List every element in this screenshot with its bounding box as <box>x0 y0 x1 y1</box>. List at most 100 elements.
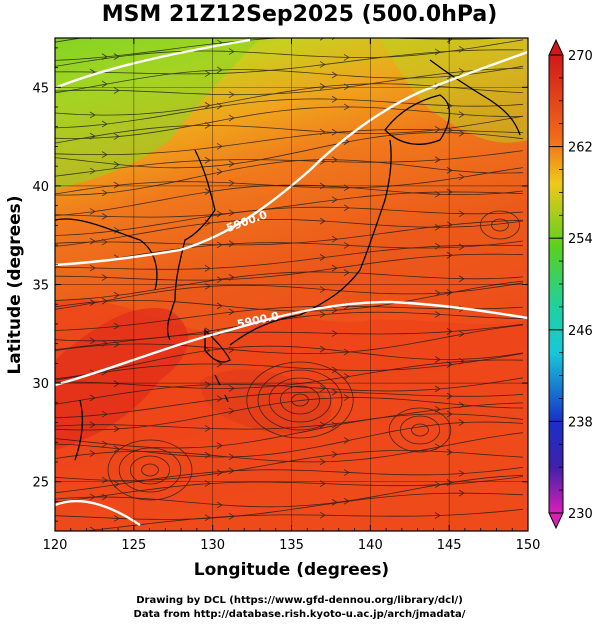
streamline-arrow <box>331 499 338 506</box>
streamline-arrow <box>228 407 235 415</box>
streamline-arrow <box>446 188 453 196</box>
streamline <box>55 353 524 381</box>
coast-taiwan <box>74 399 84 461</box>
streamline <box>55 65 524 94</box>
streamline-arrow <box>113 181 120 189</box>
streamline-arrow <box>205 28 210 34</box>
streamline <box>55 253 524 281</box>
streamline-arrow <box>89 526 96 531</box>
streamline-arrow <box>101 274 108 281</box>
streamline-arrow <box>343 469 350 476</box>
streamline-arrow <box>446 328 453 335</box>
streamline <box>55 206 524 236</box>
streamline-arrow <box>113 340 120 348</box>
streamline-arrow <box>101 440 108 448</box>
y-tick-label: 35 <box>32 279 49 294</box>
x-tick-label: 125 <box>121 538 146 553</box>
streamline-arrow <box>101 410 108 418</box>
coast-kurils <box>429 59 521 136</box>
colorbar-arrow-bottom <box>548 512 564 530</box>
streamline-arrow <box>101 476 108 484</box>
streamline-eddy <box>246 361 354 439</box>
streamline-arrow <box>101 297 108 305</box>
streamline-arrow <box>113 480 120 488</box>
streamline <box>81 508 524 531</box>
streamline-arrow <box>204 70 211 78</box>
streamline <box>55 244 524 270</box>
streamline-eddy <box>141 463 159 477</box>
streamline-arrow <box>458 419 465 426</box>
streamline-arrow <box>101 493 108 501</box>
streamline-arrow <box>343 373 350 380</box>
streamline-arrow <box>89 237 96 245</box>
streamline-arrow <box>343 204 350 212</box>
streamline-arrow <box>89 394 96 402</box>
streamline-arrow <box>216 395 223 403</box>
streamline-eddy <box>388 407 452 453</box>
x-tick-label: 145 <box>437 538 462 553</box>
colorbar-tick-label: 262 <box>568 141 593 156</box>
streamline <box>55 324 524 355</box>
streamline-arrow <box>216 469 223 477</box>
streamline <box>55 402 524 430</box>
streamline-arrow <box>228 384 235 392</box>
streamline-arrow <box>113 291 120 299</box>
streamline-arrow <box>216 360 223 368</box>
streamline-arrow <box>434 311 441 318</box>
streamline-arrow <box>331 235 338 243</box>
streamline-arrow <box>331 156 338 164</box>
streamline-arrow <box>343 103 350 111</box>
streamline-arrow <box>228 467 235 475</box>
streamline-arrow <box>343 497 350 505</box>
streamline-arrow <box>228 179 235 187</box>
streamline <box>55 67 524 96</box>
streamline-arrow <box>89 208 96 215</box>
streamline <box>55 413 524 449</box>
streamline-arrow <box>228 160 235 168</box>
streamline-arrow <box>113 445 120 453</box>
streamline-arrow <box>319 61 326 68</box>
streamline-arrow <box>89 132 96 140</box>
colorbar-tick-label: 230 <box>568 507 593 522</box>
colorbar-arrow-top <box>548 38 564 56</box>
streamline-arrow <box>446 251 453 259</box>
streamline-arrow <box>331 388 338 396</box>
streamline-arrow <box>101 120 108 128</box>
streamline-arrow <box>89 264 96 272</box>
cool-region-northwest <box>55 38 260 190</box>
streamline-arrow <box>204 265 211 272</box>
streamline <box>55 476 524 503</box>
streamline <box>55 305 524 331</box>
temperature-field: 5900.0 5900.0 <box>55 28 528 531</box>
streamline-eddy <box>257 369 343 431</box>
streamline-eddy <box>399 415 440 445</box>
streamline-arrow <box>89 111 96 119</box>
streamline-arrow <box>228 209 235 217</box>
streamline-arrow <box>458 129 465 137</box>
streamline-arrow <box>204 102 211 109</box>
streamline-arrow <box>446 448 453 456</box>
streamline <box>55 467 524 494</box>
streamline-arrow <box>216 66 223 74</box>
streamline-arrow <box>319 38 325 41</box>
credit-drawing: Drawing by DCL (https://www.gfd-dennou.o… <box>136 595 463 606</box>
streamline <box>55 98 524 129</box>
streamline <box>55 271 524 301</box>
streamline-arrow <box>113 161 120 168</box>
streamline <box>55 38 512 61</box>
streamline-eddy <box>411 423 429 437</box>
streamline <box>55 150 524 177</box>
streamline-arrow <box>319 311 326 318</box>
streamline-arrow <box>89 167 96 175</box>
streamline-arrow <box>319 286 326 293</box>
streamline-eddy <box>479 210 520 240</box>
colorbar-tick-label: 270 <box>568 49 593 64</box>
streamline-arrow <box>331 330 338 337</box>
streamline-arrow <box>343 437 350 444</box>
streamline-arrow <box>319 385 326 392</box>
y-tick-label: 30 <box>32 377 49 392</box>
grid-lines <box>55 38 528 531</box>
streamline-arrow <box>434 156 441 164</box>
streamline-arrow <box>113 87 120 94</box>
streamline-arrow <box>446 221 453 229</box>
